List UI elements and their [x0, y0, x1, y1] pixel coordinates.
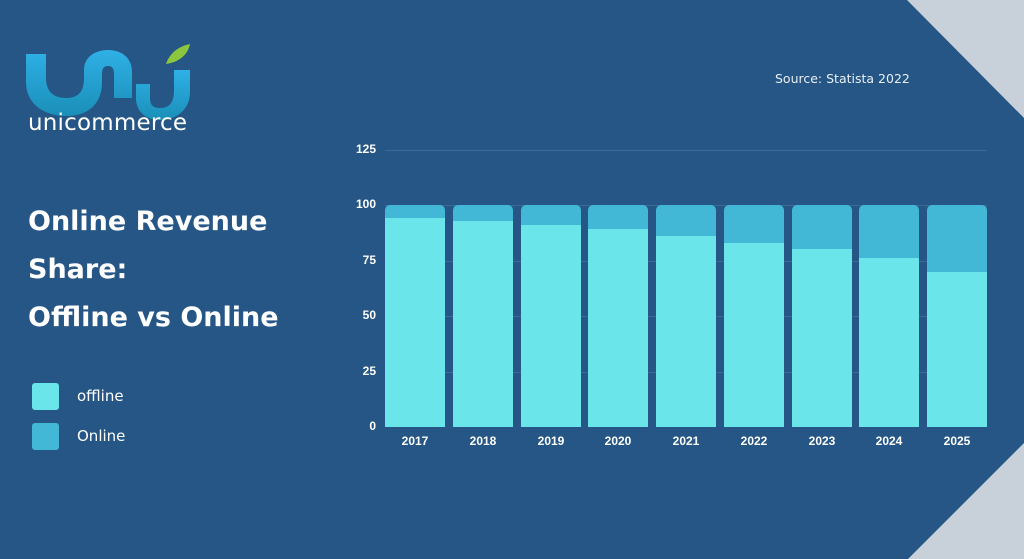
bar-segment-online [385, 205, 445, 218]
bar-segment-offline [724, 243, 784, 427]
y-axis-tick-label: 125 [355, 142, 376, 156]
unicommerce-logo-icon [26, 44, 190, 120]
y-axis-tick-label: 50 [362, 308, 376, 322]
source-note: Source: Statista 2022 [775, 71, 910, 86]
x-axis-tick-label: 2019 [537, 434, 565, 448]
legend-item-online: Online [32, 416, 125, 456]
x-axis-tick-label: 2017 [401, 434, 429, 448]
x-axis-tick-label: 2018 [469, 434, 497, 448]
bar-2018 [453, 205, 513, 427]
legend-item-offline: offline [32, 376, 125, 416]
bar-2024 [859, 205, 919, 427]
x-axis-tick-label: 2020 [604, 434, 632, 448]
bar-segment-online [588, 205, 648, 229]
bar-2021 [656, 205, 716, 427]
bar-segment-offline [588, 229, 648, 427]
y-axis-tick-label: 25 [362, 364, 376, 378]
bar-segment-online [656, 205, 716, 236]
x-axis-tick-label: 2022 [740, 434, 768, 448]
bar-segment-offline [521, 225, 581, 427]
bar-segment-online [724, 205, 784, 243]
bar-segment-offline [859, 258, 919, 427]
bar-segment-online [521, 205, 581, 225]
bar-2017 [385, 205, 445, 427]
bar-segment-offline [453, 221, 513, 427]
bar-segment-offline [927, 272, 987, 427]
x-axis-tick-label: 2025 [943, 434, 971, 448]
bar-2025 [927, 205, 987, 427]
x-axis-tick-label: 2024 [875, 434, 903, 448]
bar-segment-offline [385, 218, 445, 427]
chart-title-line-1: Online Revenue [28, 206, 268, 237]
legend-label-online: Online [77, 427, 126, 445]
bar-segment-online [927, 205, 987, 272]
bar-2019 [521, 205, 581, 427]
chart-legend: offline Online [32, 376, 125, 456]
bar-2022 [724, 205, 784, 427]
legend-swatch-online [32, 422, 59, 450]
bar-2020 [588, 205, 648, 427]
bar-segment-online [792, 205, 852, 249]
y-axis-tick-label: 75 [362, 253, 376, 267]
bar-segment-offline [656, 236, 716, 427]
chart-title: Online Revenue Share: Offline vs Online [28, 198, 328, 342]
chart-title-line-3: Offline vs Online [28, 302, 279, 333]
gridline [385, 150, 987, 151]
legend-label-offline: offline [77, 387, 124, 405]
legend-swatch-offline [32, 382, 59, 410]
bar-segment-offline [792, 249, 852, 427]
bar-segment-online [859, 205, 919, 258]
bar-2023 [792, 205, 852, 427]
x-axis-tick-label: 2023 [808, 434, 836, 448]
chart-title-line-2: Share: [28, 254, 128, 285]
x-axis-tick-label: 2021 [672, 434, 700, 448]
brand-name: unicommerce [28, 110, 188, 136]
y-axis-tick-label: 0 [369, 419, 376, 433]
y-axis-tick-label: 100 [355, 197, 376, 211]
bar-segment-online [453, 205, 513, 221]
